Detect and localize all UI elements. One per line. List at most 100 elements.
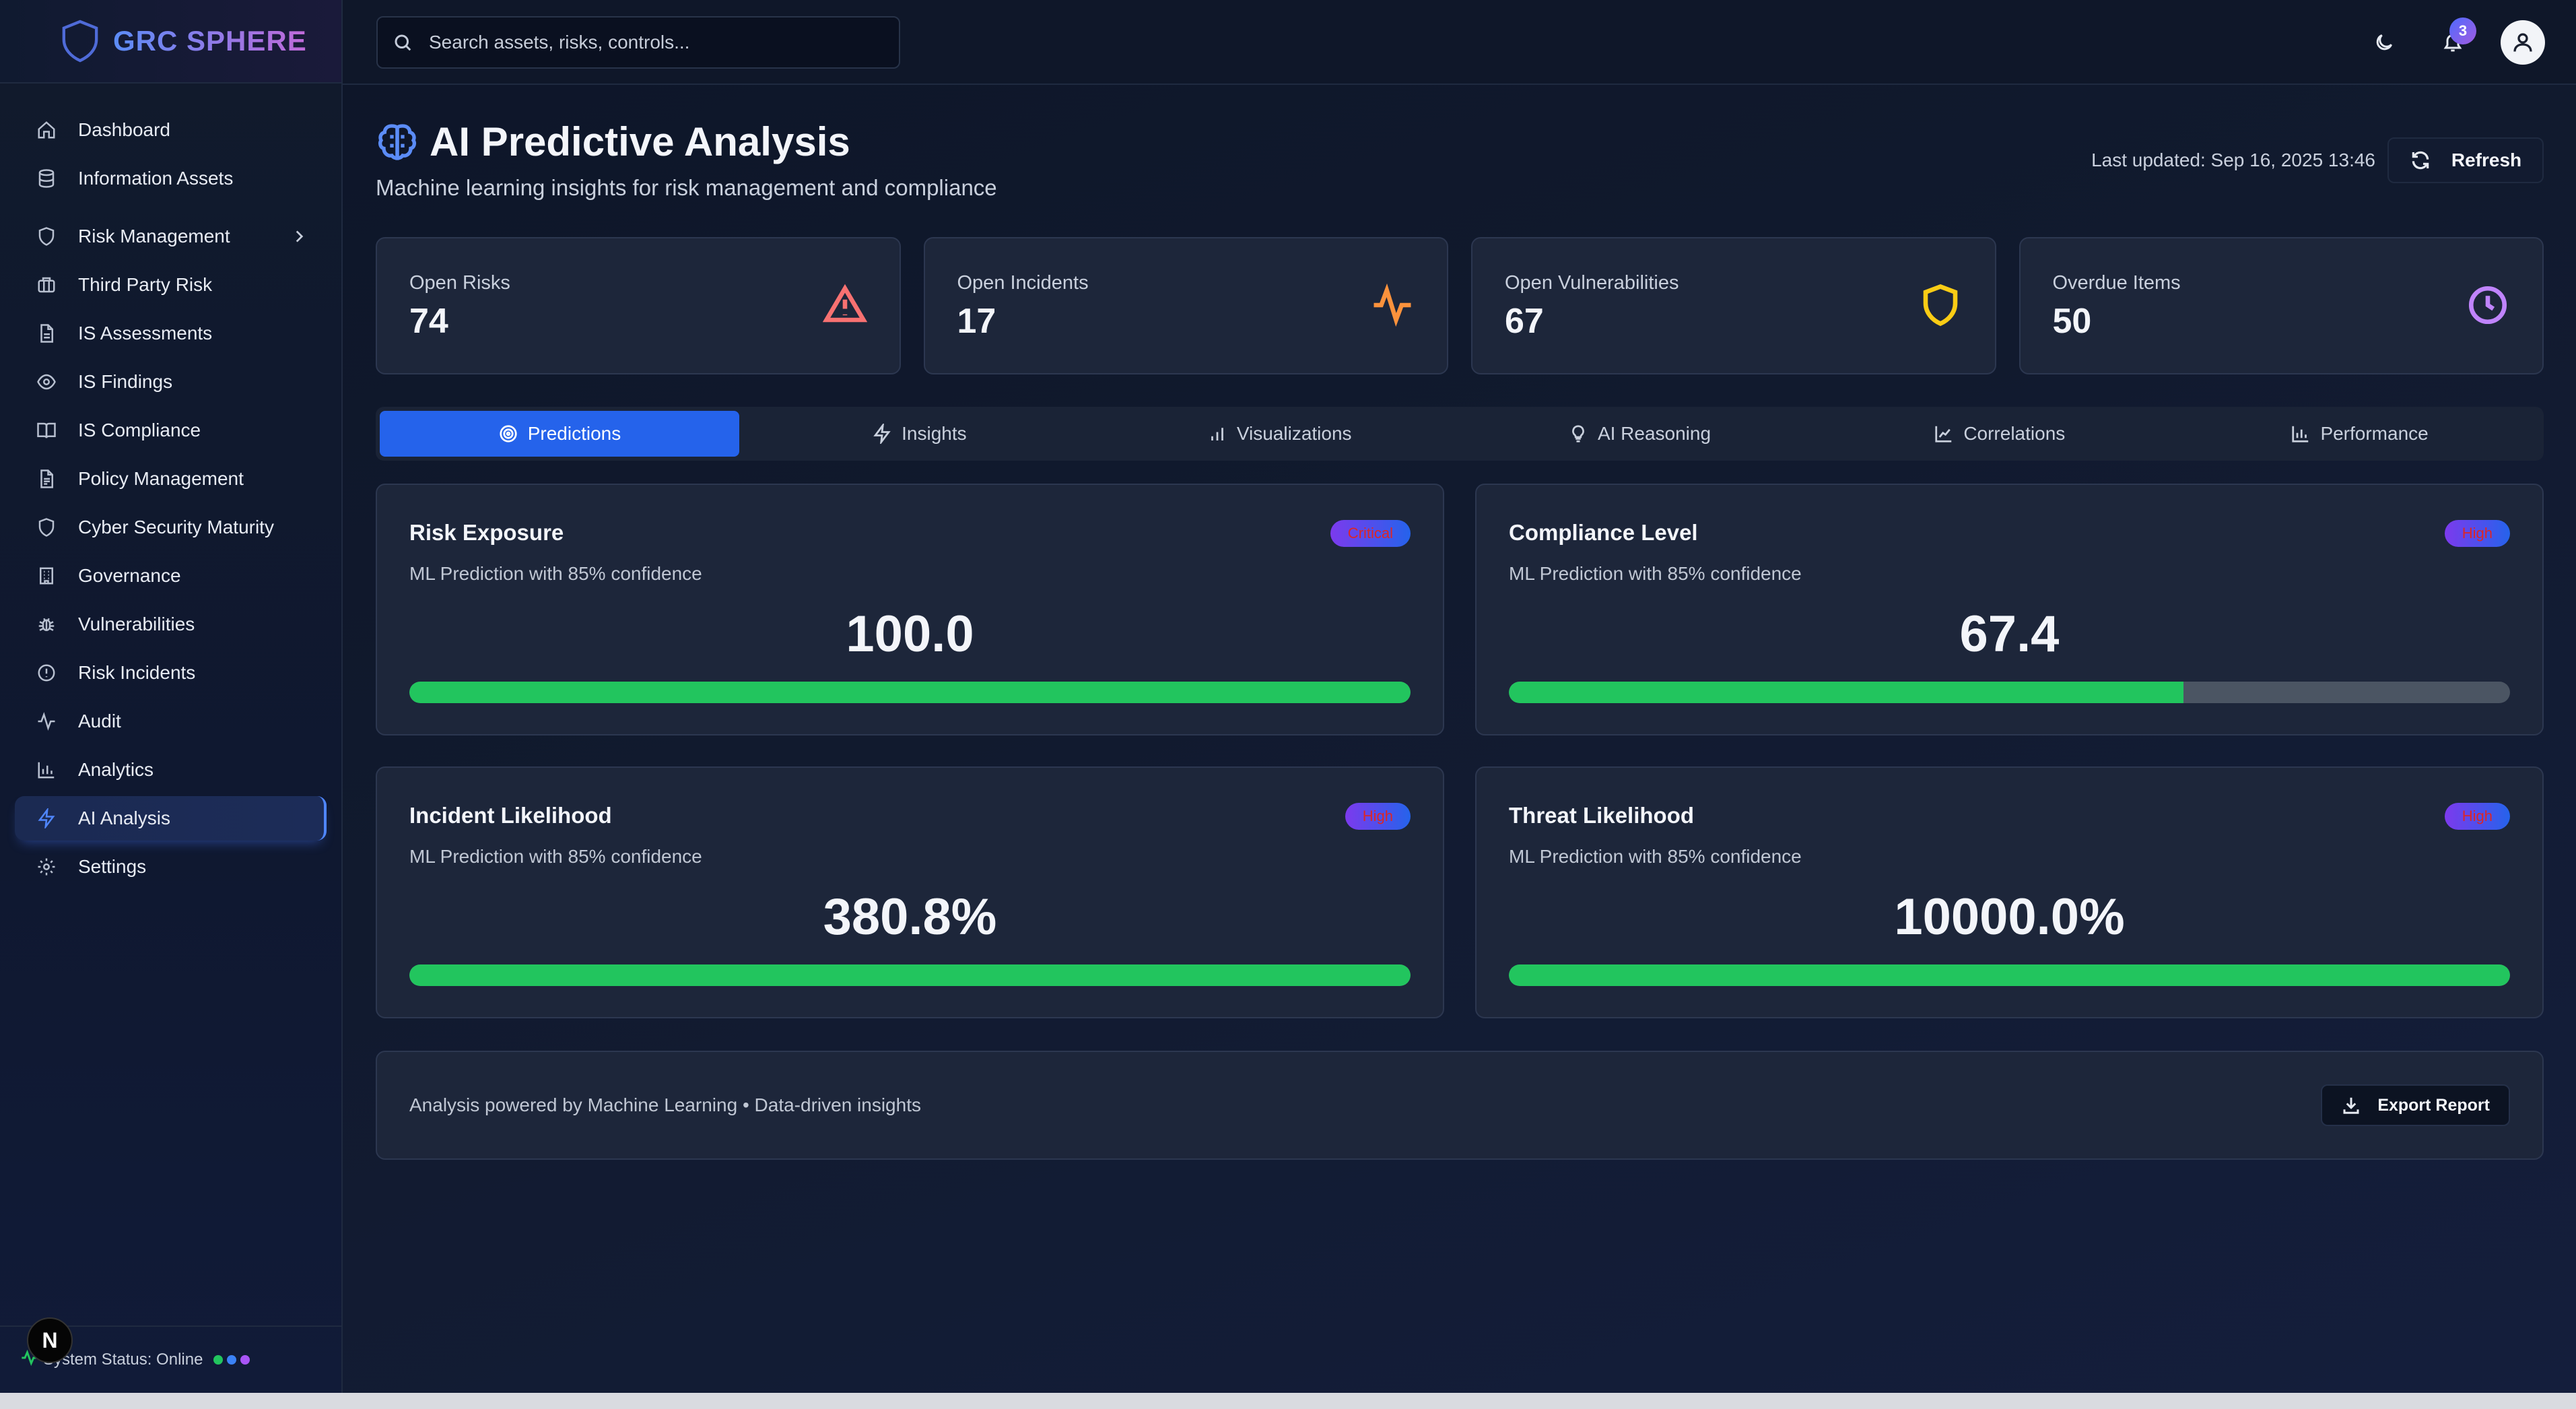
page-title: AI Predictive Analysis — [376, 119, 850, 165]
shield-icon — [35, 225, 58, 248]
refresh-button[interactable]: Refresh — [2387, 137, 2544, 183]
sidebar-item-label: Third Party Risk — [78, 274, 213, 295]
export-report-button[interactable]: Export Report — [2321, 1084, 2510, 1126]
progress-fill — [1509, 682, 2184, 703]
refresh-icon — [2412, 151, 2429, 170]
window-scrollbar[interactable] — [0, 1393, 2576, 1409]
sidebar-item-risk-incidents[interactable]: Risk Incidents — [15, 651, 327, 695]
stat-value: 17 — [957, 302, 996, 341]
theme-toggle-button[interactable] — [2367, 26, 2401, 59]
sidebar-item-label: Risk Incidents — [78, 662, 196, 683]
page-subtitle: Machine learning insights for risk manag… — [376, 175, 997, 200]
severity-badge: Critical — [1330, 520, 1411, 547]
tab-label: Visualizations — [1236, 423, 1352, 444]
prediction-card-risk-exposure: Risk Exposure ML Prediction with 85% con… — [376, 484, 1444, 735]
sidebar-item-label: IS Findings — [78, 371, 173, 392]
prediction-title: Compliance Level — [1509, 520, 1698, 545]
progress-fill — [409, 964, 1411, 986]
lightbulb-icon — [1572, 425, 1584, 443]
sidebar-item-risk-management[interactable]: Risk Management — [15, 214, 327, 259]
clock-icon — [2466, 283, 2510, 327]
briefcase-icon — [35, 273, 58, 296]
sidebar-item-ai-analysis[interactable]: AI Analysis — [15, 796, 327, 841]
target-icon — [500, 425, 517, 443]
zap-icon — [35, 807, 58, 830]
sidebar-item-audit[interactable]: Audit — [15, 699, 327, 744]
sidebar-item-dashboard[interactable]: Dashboard — [15, 108, 327, 152]
footer-text: Analysis powered by Machine Learning • D… — [409, 1094, 921, 1115]
sidebar-item-label: Vulnerabilities — [78, 614, 195, 634]
progress-fill — [1509, 964, 2510, 986]
topbar: 3 — [343, 0, 2576, 85]
progress-bar — [409, 964, 1411, 986]
chevron-right-icon[interactable] — [290, 228, 308, 245]
progress-fill — [409, 682, 1411, 703]
sidebar-item-label: Analytics — [78, 759, 154, 780]
shield-logo-icon — [62, 20, 98, 63]
sidebar: GRC SPHERE Dashboard Information Assets … — [0, 0, 343, 1393]
tab-label: Insights — [902, 423, 967, 444]
tab-predictions[interactable]: Predictions — [380, 411, 739, 457]
sidebar-item-policy-management[interactable]: Policy Management — [15, 457, 327, 501]
sidebar-item-third-party-risk[interactable]: Third Party Risk — [15, 263, 327, 307]
prediction-title: Risk Exposure — [409, 520, 564, 545]
sidebar-item-vulnerabilities[interactable]: Vulnerabilities — [15, 602, 327, 647]
activity-icon — [1370, 283, 1415, 327]
tab-correlations[interactable]: Correlations — [1819, 411, 2179, 457]
search-box[interactable] — [376, 16, 900, 69]
stat-label: Open Incidents — [957, 272, 1089, 294]
stat-card-overdue-items[interactable]: Overdue Items 50 — [2019, 237, 2544, 374]
stat-card-open-incidents[interactable]: Open Incidents 17 — [923, 237, 1448, 374]
bug-icon — [35, 613, 58, 636]
tab-visualizations[interactable]: Visualizations — [1099, 411, 1460, 457]
brand[interactable]: GRC SPHERE — [0, 0, 341, 84]
sidebar-item-label: AI Analysis — [78, 808, 170, 828]
sidebar-item-analytics[interactable]: Analytics — [15, 748, 327, 792]
analysis-tabs: Predictions Insights Visualizations AI R… — [376, 407, 2544, 461]
building-icon — [35, 564, 58, 587]
prediction-title: Incident Likelihood — [409, 803, 612, 828]
sidebar-item-is-compliance[interactable]: IS Compliance — [15, 408, 327, 453]
avatar[interactable] — [2501, 20, 2545, 65]
user-icon — [2513, 33, 2532, 52]
progress-bar — [1509, 682, 2510, 703]
dev-tools-badge[interactable]: N — [27, 1317, 73, 1363]
tab-insights[interactable]: Insights — [739, 411, 1099, 457]
page-header: AI Predictive Analysis Machine learning … — [376, 85, 2544, 237]
stat-value: 67 — [1505, 302, 1544, 341]
status-dots — [213, 1355, 254, 1365]
tab-performance[interactable]: Performance — [2179, 411, 2540, 457]
sidebar-item-governance[interactable]: Governance — [15, 554, 327, 598]
progress-bar — [1509, 964, 2510, 986]
tab-ai-reasoning[interactable]: AI Reasoning — [1460, 411, 1820, 457]
severity-badge: High — [1345, 803, 1411, 830]
notifications-button[interactable]: 3 — [2436, 18, 2476, 59]
prediction-title: Threat Likelihood — [1509, 803, 1695, 828]
stat-label: Open Vulnerabilities — [1505, 272, 1679, 294]
prediction-subtitle: ML Prediction with 85% confidence — [1509, 846, 1802, 867]
sidebar-item-is-assessments[interactable]: IS Assessments — [15, 311, 327, 356]
sidebar-item-information-assets[interactable]: Information Assets — [15, 156, 327, 201]
severity-badge: High — [2444, 520, 2510, 547]
sidebar-item-settings[interactable]: Settings — [15, 845, 327, 889]
stat-card-open-risks[interactable]: Open Risks 74 — [376, 237, 901, 374]
status-dot — [240, 1355, 250, 1365]
bar-chart-icon — [1211, 428, 1223, 440]
prediction-value: 100.0 — [846, 605, 974, 663]
sidebar-item-label: Policy Management — [78, 468, 244, 489]
shield-icon — [1918, 283, 1963, 327]
severity-badge: High — [2444, 803, 2510, 830]
stats-row: Open Risks 74 Open Incidents 17 Open Vul… — [376, 237, 2544, 374]
prediction-value: 10000.0% — [1894, 888, 2125, 946]
sidebar-item-is-findings[interactable]: IS Findings — [15, 360, 327, 404]
home-icon — [35, 119, 58, 141]
sidebar-item-cyber-security-maturity[interactable]: Cyber Security Maturity — [15, 505, 327, 550]
sidebar-item-label: Governance — [78, 565, 181, 586]
search-input[interactable] — [429, 32, 887, 53]
page-title-text: AI Predictive Analysis — [430, 119, 850, 164]
stat-card-open-vulnerabilities[interactable]: Open Vulnerabilities 67 — [1471, 237, 1996, 374]
sidebar-item-label: Cyber Security Maturity — [78, 517, 274, 537]
tab-label: AI Reasoning — [1597, 423, 1711, 444]
prediction-subtitle: ML Prediction with 85% confidence — [1509, 563, 1802, 584]
stat-value: 74 — [409, 302, 448, 341]
